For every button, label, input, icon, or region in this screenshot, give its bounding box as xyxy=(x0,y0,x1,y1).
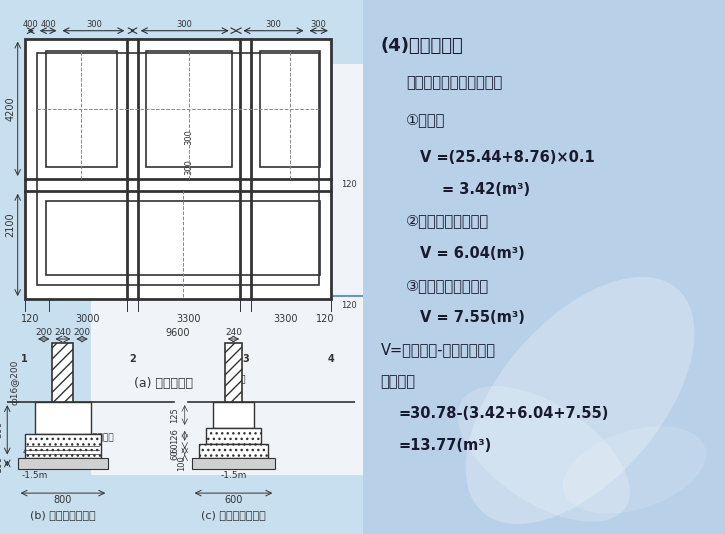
Ellipse shape xyxy=(465,277,695,524)
Bar xyxy=(260,51,320,167)
Bar xyxy=(25,39,331,299)
Bar xyxy=(37,53,319,285)
Text: 200: 200 xyxy=(73,328,91,337)
Text: =30.78-(3.42+6.04+7.55): =30.78-(3.42+6.04+7.55) xyxy=(399,406,609,421)
Bar xyxy=(52,343,73,402)
Text: 4ф12: 4ф12 xyxy=(22,447,47,456)
Text: ф16@200: ф16@200 xyxy=(11,360,20,405)
Text: = 3.42(m³): = 3.42(m³) xyxy=(442,182,531,197)
Bar xyxy=(225,343,242,402)
Bar xyxy=(25,434,102,458)
Text: 100: 100 xyxy=(0,455,3,472)
Text: 60: 60 xyxy=(170,449,180,460)
Text: 300: 300 xyxy=(184,129,194,145)
Bar xyxy=(52,343,73,402)
Text: (4)基础回填土: (4)基础回填土 xyxy=(381,37,463,56)
Text: 3300: 3300 xyxy=(273,314,298,324)
Text: 础实物量: 础实物量 xyxy=(381,374,415,389)
Ellipse shape xyxy=(563,426,706,514)
Bar xyxy=(17,458,108,469)
Text: 400: 400 xyxy=(22,20,38,29)
Text: 钢筋混凝土基础: 钢筋混凝土基础 xyxy=(77,433,115,442)
Text: 4200: 4200 xyxy=(6,97,16,121)
Text: 60: 60 xyxy=(170,442,180,453)
Text: V = 6.04(m³): V = 6.04(m³) xyxy=(420,246,525,261)
Bar xyxy=(35,402,91,434)
Bar xyxy=(199,444,268,458)
Text: 120: 120 xyxy=(341,180,357,190)
Text: 混凝土垫层: 混凝土垫层 xyxy=(227,459,254,468)
Text: 砖基础: 砖基础 xyxy=(54,373,72,383)
Bar xyxy=(199,444,268,458)
Text: 混凝土垫层: 混凝土垫层 xyxy=(28,459,56,468)
Ellipse shape xyxy=(457,386,630,522)
Text: 3300: 3300 xyxy=(177,314,201,324)
Text: 240: 240 xyxy=(225,328,242,337)
Bar xyxy=(371,64,652,475)
Bar xyxy=(146,51,232,167)
Text: -1.5m: -1.5m xyxy=(220,471,247,480)
Text: 120: 120 xyxy=(316,314,335,324)
Text: 125: 125 xyxy=(170,407,180,423)
Text: 300: 300 xyxy=(86,20,102,29)
Bar xyxy=(46,51,117,167)
Text: (c) 内墙基础剖面图: (c) 内墙基础剖面图 xyxy=(201,510,266,520)
Bar xyxy=(206,428,261,444)
Bar xyxy=(25,434,102,458)
Text: 600: 600 xyxy=(224,495,243,505)
Text: 120: 120 xyxy=(21,314,40,324)
Text: 120: 120 xyxy=(341,301,357,310)
Text: 300: 300 xyxy=(184,159,194,175)
Text: (b) 外墙基础剖面图: (b) 外墙基础剖面图 xyxy=(30,510,96,520)
Text: 2: 2 xyxy=(129,354,136,364)
Text: -1.5m: -1.5m xyxy=(22,471,49,480)
Text: 2100: 2100 xyxy=(6,213,16,237)
Text: 200: 200 xyxy=(36,328,52,337)
Text: 砖基础: 砖基础 xyxy=(228,373,246,383)
Text: 400: 400 xyxy=(41,20,57,29)
Text: 300: 300 xyxy=(0,421,3,438)
Bar xyxy=(206,428,261,444)
Text: 800: 800 xyxy=(54,495,72,505)
Text: 4: 4 xyxy=(328,354,334,364)
Text: 126: 126 xyxy=(170,428,180,444)
Bar xyxy=(225,343,242,402)
Text: 室外地坪下基础实物量：: 室外地坪下基础实物量： xyxy=(406,75,502,90)
Text: =13.77(m³): =13.77(m³) xyxy=(399,438,492,453)
Text: 100: 100 xyxy=(178,456,186,472)
Bar xyxy=(91,64,371,475)
Text: 3: 3 xyxy=(242,354,249,364)
Text: ③室外地坪下砖基：: ③室外地坪下砖基： xyxy=(406,278,489,293)
Text: V =(25.44+8.76)×0.1: V =(25.44+8.76)×0.1 xyxy=(420,150,595,164)
Text: ①垫层：: ①垫层： xyxy=(406,112,445,127)
Bar xyxy=(191,458,276,469)
Text: V=挖方体积-室外地坪下基: V=挖方体积-室外地坪下基 xyxy=(381,342,496,357)
Text: V = 7.55(m³): V = 7.55(m³) xyxy=(420,310,526,325)
Text: 3000: 3000 xyxy=(75,314,99,324)
Text: ②钢筋混凝土带基：: ②钢筋混凝土带基： xyxy=(406,214,489,229)
Text: 240: 240 xyxy=(54,328,72,337)
Text: 300: 300 xyxy=(311,20,327,29)
Bar xyxy=(46,201,320,275)
Bar xyxy=(212,402,254,428)
Text: (a) 基础平面图: (a) 基础平面图 xyxy=(134,376,194,390)
Text: 300: 300 xyxy=(177,20,193,29)
Text: 9600: 9600 xyxy=(165,328,190,338)
Text: 300: 300 xyxy=(265,20,281,29)
Text: 1: 1 xyxy=(21,354,28,364)
